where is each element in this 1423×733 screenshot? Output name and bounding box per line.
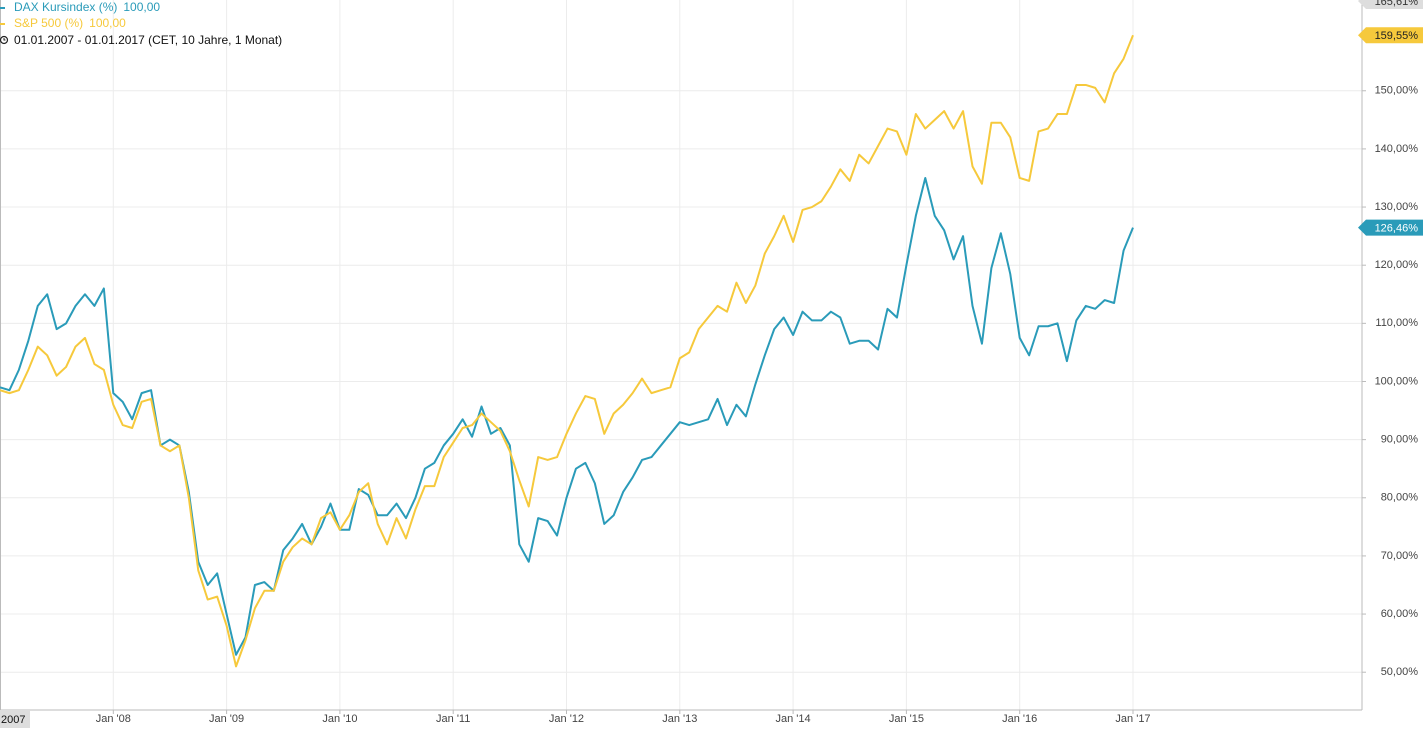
value-flag — [1358, 0, 1423, 9]
y-tick-label: 130,00% — [1375, 201, 1419, 213]
y-tick-label: 70,00% — [1381, 550, 1419, 562]
y-tick-label: 150,00% — [1375, 85, 1419, 97]
y-tick-label: 140,00% — [1375, 143, 1419, 155]
legend-label: DAX Kursindex (%) — [14, 0, 117, 14]
x-tick-label: Jan '15 — [889, 713, 924, 725]
value-flag-label: 159,55% — [1375, 30, 1419, 42]
plot — [0, 34, 1134, 668]
y-tick-label: 110,00% — [1375, 317, 1418, 329]
y-tick-label: 90,00% — [1381, 434, 1419, 446]
clock-icon — [0, 35, 9, 45]
x-tick-label: Jan '08 — [96, 713, 131, 725]
grid — [0, 0, 1362, 710]
y-tick-label: 60,00% — [1381, 608, 1419, 620]
x-tick-label: 2007 — [1, 714, 25, 726]
x-tick-label: Jan '10 — [322, 713, 357, 725]
x-tick-label: Jan '13 — [662, 713, 697, 725]
x-tick-label: Jan '16 — [1002, 713, 1037, 725]
y-tick-label: 50,00% — [1381, 666, 1419, 678]
y-tick-label: 80,00% — [1381, 492, 1419, 504]
subtitle: 01.01.2007 - 01.01.2017 (CET, 10 Jahre, … — [14, 33, 282, 47]
legend: DAX Kursindex (%) 100,00 S&P 500 (%) 100,00 — [0, 0, 160, 30]
value-flags: 126,46% 159,55% 165,61% — [1358, 0, 1423, 236]
legend-value: 100,00 — [123, 0, 160, 14]
legend-label: S&P 500 (%) — [14, 16, 83, 30]
x-start-box — [0, 711, 30, 728]
value-flag — [1358, 219, 1423, 236]
y-tick-label: 100,00% — [1375, 375, 1419, 387]
series-line — [0, 176, 1134, 656]
y-tick-label: 120,00% — [1375, 259, 1419, 271]
x-tick-label: Jan '14 — [776, 713, 811, 725]
x-tick-label: Jan '12 — [549, 713, 584, 725]
x-tick-label: Jan '17 — [1115, 713, 1150, 725]
value-flag-label: 165,61% — [1375, 0, 1419, 8]
value-flag — [1358, 27, 1423, 44]
series-line — [0, 34, 1134, 668]
x-tick-label: Jan '09 — [209, 713, 244, 725]
value-flag-label: 126,46% — [1375, 223, 1419, 235]
x-tick-label: Jan '11 — [436, 713, 470, 725]
legend-value: 100,00 — [89, 16, 126, 30]
